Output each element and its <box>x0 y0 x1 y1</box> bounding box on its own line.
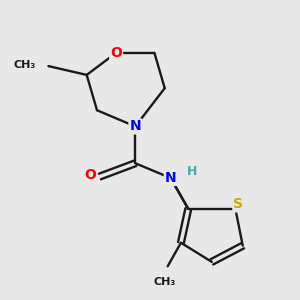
Text: N: N <box>165 171 176 185</box>
Text: H: H <box>187 165 197 178</box>
Text: O: O <box>85 168 96 182</box>
Text: N: N <box>130 119 141 134</box>
Text: CH₃: CH₃ <box>154 277 176 286</box>
Text: S: S <box>233 197 243 212</box>
Text: CH₃: CH₃ <box>14 60 36 70</box>
Text: O: O <box>110 46 122 60</box>
